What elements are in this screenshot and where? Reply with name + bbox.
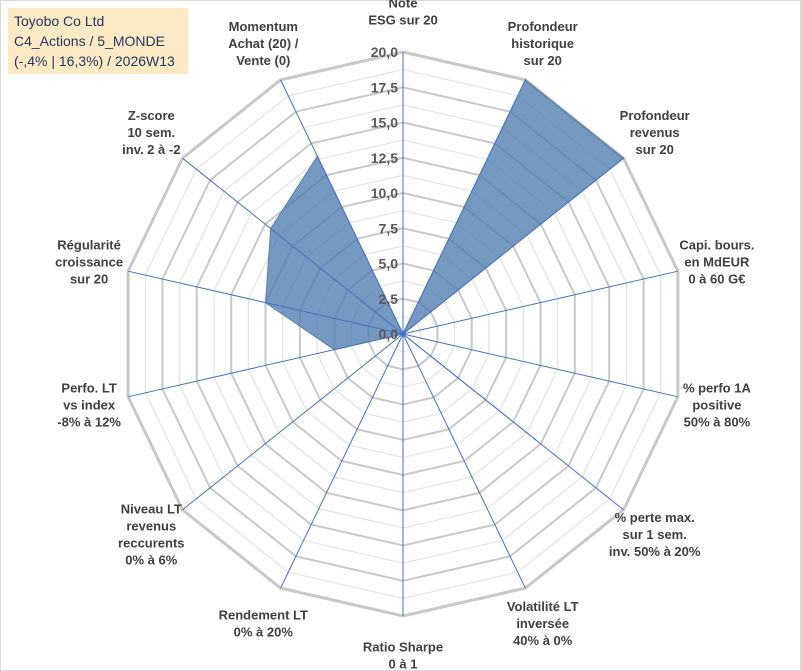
axis-label-line: Profondeur xyxy=(508,19,578,34)
axis-labels: Note ESG sur 20 Profondeur historique sur 20… xyxy=(55,0,754,671)
axis-label-line: Z-score xyxy=(128,108,175,123)
axis-label: Note ESG sur 20 xyxy=(368,0,437,28)
axis-label: Profondeur historique sur 20 xyxy=(508,19,578,68)
axis-label-line: 10 sem. xyxy=(127,125,175,140)
axis-label-line: sur 20 xyxy=(70,271,108,286)
portfolio-label: C4_Actions / 5_MONDE xyxy=(14,33,165,49)
radial-tick-labels: 0,0 2,5 5,0 7,5 10,0 12,5 15,0 17,5 20,0 xyxy=(371,44,398,342)
axis-label: Ratio Sharpe 0 à 1 xyxy=(363,640,443,671)
axis-label-line: % perfo 1A xyxy=(683,381,752,396)
axis-label-line: Perfo. LT xyxy=(61,381,116,396)
axis-label-line: 0% à 6% xyxy=(125,552,177,567)
axis-spoke xyxy=(402,333,526,589)
tick-label: 7,5 xyxy=(379,220,399,236)
axis-label-line: 0 à 60 G€ xyxy=(688,271,745,286)
axis-label-line: Note xyxy=(389,0,418,11)
axis-label-line: sur 20 xyxy=(524,53,562,68)
axis-label-line: vs index xyxy=(63,398,116,413)
axis-spoke xyxy=(127,270,404,335)
axis-label-line: -8% à 12% xyxy=(57,415,121,430)
axis-label-line: Profondeur xyxy=(620,108,690,123)
axis-spoke xyxy=(127,333,404,398)
axis-label-line: inv. 2 à -2 xyxy=(122,142,180,157)
tick-label: 20,0 xyxy=(371,44,398,60)
axis-label: Niveau LT revenus reccurents 0% à 6% xyxy=(118,501,184,567)
axis-label-line: revenus xyxy=(126,518,176,533)
axis-label-line: positive xyxy=(692,398,741,413)
axis-label: Momentum Achat (20) / Vente (0) xyxy=(228,19,298,68)
axis-label: Perfo. LT vs index -8% à 12% xyxy=(57,381,121,430)
tick-label: 0,0 xyxy=(379,326,399,342)
tick-label: 17,5 xyxy=(371,79,398,95)
axis-spoke xyxy=(182,157,404,335)
chart-title-box: Toyobo Co Ltd C4_Actions / 5_MONDE (-,4%… xyxy=(8,8,188,74)
axis-label: Régularité croissance sur 20 xyxy=(55,237,123,286)
axis-spoke xyxy=(182,333,404,511)
axis-label-line: sur 20 xyxy=(636,142,674,157)
axis-label: Rendement LT 0% à 20% xyxy=(219,608,308,640)
axis-label-line: % perte max. xyxy=(615,510,695,525)
axis-spoke xyxy=(402,270,679,335)
tick-label: 15,0 xyxy=(371,115,398,131)
axis-label: Z-score 10 sem. inv. 2 à -2 xyxy=(122,108,180,157)
radar-spokes xyxy=(127,52,679,616)
axis-spoke xyxy=(280,79,404,335)
performance-label: (-,4% | 16,3%) / 2026W13 xyxy=(14,53,175,69)
axis-label-line: revenus xyxy=(630,125,680,140)
company-name: Toyobo Co Ltd xyxy=(14,13,105,29)
axis-label: Profondeur revenus sur 20 xyxy=(620,108,690,157)
axis-spoke xyxy=(280,333,404,589)
axis-label-line: Ratio Sharpe xyxy=(363,640,443,655)
axis-label-line: Achat (20) / xyxy=(228,36,298,51)
axis-spoke xyxy=(402,333,624,511)
axis-label: % perfo 1A positive 50% à 80% xyxy=(683,381,752,430)
axis-label-line: ESG sur 20 xyxy=(368,13,437,28)
axis-label-line: Niveau LT xyxy=(121,501,182,516)
radar-series xyxy=(264,79,625,441)
axis-label-line: Capi. bours. xyxy=(679,237,754,252)
axis-label-line: 0 à 1 xyxy=(389,657,418,671)
axis-spoke xyxy=(402,333,679,398)
axis-label: Capi. bours. en MdEUR 0 à 60 G€ xyxy=(679,237,754,286)
tick-label: 10,0 xyxy=(371,185,398,201)
axis-label-line: Vente (0) xyxy=(236,53,290,68)
tick-label: 5,0 xyxy=(379,256,399,272)
axis-label: % perte max. sur 1 sem. inv. 50% à 20% xyxy=(609,510,701,559)
axis-label-line: sur 1 sem. xyxy=(623,527,687,542)
tick-label: 12,5 xyxy=(371,150,398,166)
axis-label-line: historique xyxy=(511,36,574,51)
axis-label-line: 40% à 0% xyxy=(513,633,573,648)
axis-spoke xyxy=(402,79,526,335)
axis-label-line: 0% à 20% xyxy=(234,625,294,640)
axis-label-line: Volatilité LT xyxy=(507,599,579,614)
axis-label-line: reccurents xyxy=(118,535,184,550)
axis-label-line: 50% à 80% xyxy=(684,415,751,430)
axis-label-line: inv. 50% à 20% xyxy=(609,544,701,559)
tick-label: 2,5 xyxy=(379,291,399,307)
axis-label: Volatilité LT inversée 40% à 0% xyxy=(507,599,579,648)
axis-label-line: Régularité xyxy=(57,237,121,252)
axis-label-line: en MdEUR xyxy=(684,254,750,269)
axis-label-line: inversée xyxy=(516,616,569,631)
axis-label-line: Rendement LT xyxy=(219,608,308,623)
axis-spoke xyxy=(402,157,624,335)
axis-label-line: croissance xyxy=(55,254,123,269)
axis-label-line: Momentum xyxy=(229,19,298,34)
